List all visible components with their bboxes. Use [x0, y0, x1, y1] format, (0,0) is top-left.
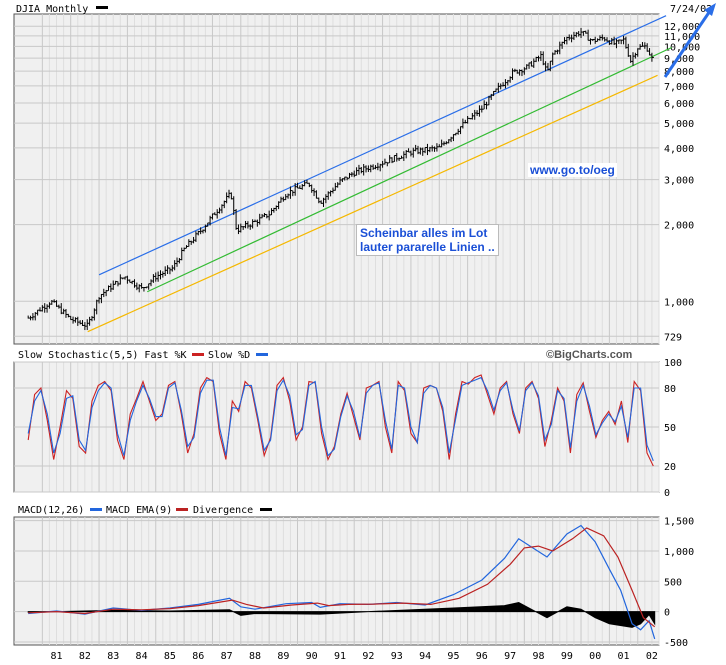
- stoch-y-tick: 80: [664, 384, 676, 395]
- macd-title: MACD(12,26): [18, 505, 84, 516]
- macd-ema-title: MACD EMA(9): [106, 505, 172, 516]
- date-label: 7/24/02: [670, 4, 712, 15]
- slow-swatch: [256, 353, 268, 356]
- annotation-box: Scheinbar alles im Lot lauter pararelle …: [356, 224, 499, 256]
- price-y-tick: 6,000: [664, 99, 694, 110]
- x-tick-label: 00: [589, 651, 601, 662]
- price-y-tick: 9,000: [664, 54, 694, 65]
- arrow-icon: [663, 3, 716, 78]
- price-y-tick: 11,000: [664, 32, 700, 43]
- stoch-series-slow: [27, 376, 654, 462]
- stoch-y-tick: 20: [664, 462, 676, 473]
- annotation-url: www.go.to/oeg: [528, 163, 617, 177]
- x-tick-label: 83: [107, 651, 119, 662]
- fast-swatch: [192, 353, 204, 356]
- price-y-tick: 1,000: [664, 297, 694, 308]
- x-tick-label: 97: [504, 651, 516, 662]
- x-tick-label: 87: [221, 651, 233, 662]
- macd-y-tick: -500: [664, 638, 688, 649]
- macd-divergence: [27, 601, 656, 628]
- x-tick-label: 91: [334, 651, 346, 662]
- annotation-line-1: Scheinbar alles im Lot: [360, 226, 488, 240]
- x-tick-label: 90: [306, 651, 318, 662]
- x-tick-label: 86: [192, 651, 204, 662]
- macd-y-tick: 500: [664, 577, 682, 588]
- price-y-tick: 729: [664, 332, 682, 343]
- stoch-y-tick: 100: [664, 358, 682, 369]
- x-tick-label: 98: [532, 651, 544, 662]
- x-tick-label: 02: [646, 651, 658, 662]
- stoch-title: Slow Stochastic(5,5) Fast %K: [18, 350, 187, 361]
- macd-y-tick: 1,000: [664, 547, 694, 558]
- annotation-line-2: lauter pararelle Linien ..: [360, 240, 495, 254]
- macd-swatch: [90, 508, 102, 511]
- macd-y-tick: 0: [664, 608, 670, 619]
- divergence-swatch: [260, 508, 272, 511]
- price-y-tick: 4,000: [664, 144, 694, 155]
- stoch-slow-title: Slow %D: [208, 350, 250, 361]
- x-tick-label: 94: [419, 651, 431, 662]
- stoch-y-tick: 0: [664, 488, 670, 499]
- watermark: ©BigCharts.com: [546, 349, 633, 361]
- x-tick-label: 81: [51, 651, 63, 662]
- price-y-tick: 7,000: [664, 82, 694, 93]
- price-y-tick: 10,000: [664, 42, 700, 53]
- price-y-tick: 12,000: [664, 22, 700, 33]
- divergence-title: Divergence: [193, 505, 253, 516]
- x-tick-label: 88: [249, 651, 261, 662]
- price-y-tick: 3,000: [664, 176, 694, 187]
- trend-line-lower: [87, 74, 658, 333]
- x-tick-label: 89: [277, 651, 289, 662]
- price-y-tick: 8,000: [664, 67, 694, 78]
- x-tick-label: 96: [476, 651, 488, 662]
- x-axis: 81 82 83 84 85 86 87 88 89 90 91 92 93 94 95 96 97 98 99 00…: [51, 651, 658, 662]
- trend-line-upper: [98, 15, 667, 276]
- price-y-tick: 5,000: [664, 119, 694, 130]
- trend-line-middle: [146, 46, 673, 293]
- stoch-y-tick: 50: [664, 423, 676, 434]
- x-tick-label: 85: [164, 651, 176, 662]
- macd-ema-swatch: [176, 508, 188, 511]
- x-tick-label: 93: [391, 651, 403, 662]
- x-tick-label: 84: [136, 651, 148, 662]
- price-title: DJIA Monthly: [16, 4, 88, 15]
- x-tick-label: 92: [362, 651, 374, 662]
- x-tick-label: 82: [79, 651, 91, 662]
- macd-ema-line: [28, 527, 656, 628]
- stoch-panel: 100 80 50 20 0: [13, 358, 682, 499]
- x-tick-label: 01: [618, 651, 630, 662]
- x-tick-label: 95: [447, 651, 459, 662]
- price-y-tick: 2,000: [664, 221, 694, 232]
- x-tick-label: 99: [561, 651, 573, 662]
- price-legend-swatch: [96, 6, 108, 9]
- macd-y-tick: 1,500: [664, 517, 694, 528]
- macd-panel: 1,500 1,000 500 0 -500: [13, 516, 694, 649]
